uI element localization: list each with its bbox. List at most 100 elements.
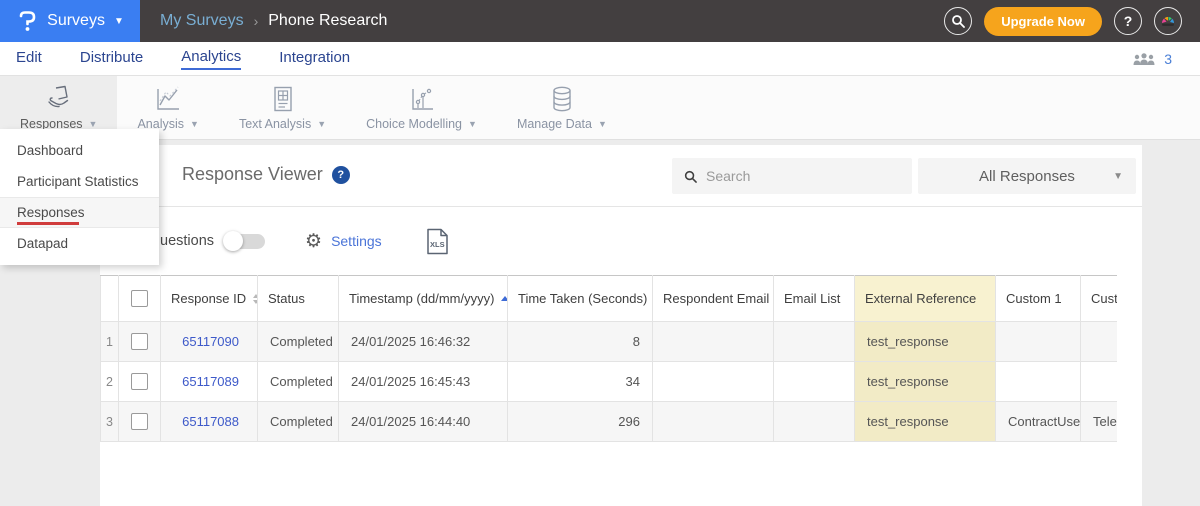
analytics-toolbar: Responses ▼ Analysis ▼ Text Analysis ▼	[0, 76, 1200, 140]
toolbar-item-analysis[interactable]: Analysis ▼	[117, 76, 218, 139]
row-select-cell	[118, 321, 161, 362]
settings-button[interactable]: ⚙ Settings	[305, 232, 382, 251]
upgrade-now-button[interactable]: Upgrade Now	[984, 6, 1102, 36]
header-email-list[interactable]: Email List	[773, 275, 855, 322]
responses-dropdown-menu: Dashboard Participant Statistics Respons…	[0, 129, 159, 265]
search-input[interactable]	[706, 168, 886, 184]
status-cell: Completed	[257, 361, 339, 402]
survey-tab-bar: Edit Distribute Analytics Integration 3	[0, 42, 1200, 76]
header-respondent-email[interactable]: Respondent Email	[652, 275, 774, 322]
row-number: 2	[100, 361, 119, 402]
svg-text:XLS: XLS	[430, 240, 445, 249]
document-grid-icon	[273, 86, 292, 111]
help-button[interactable]: ?	[1114, 7, 1142, 35]
toolbar-item-label: Responses	[20, 116, 83, 131]
account-avatar[interactable]	[1154, 7, 1182, 35]
custom2-cell: Telep	[1080, 401, 1117, 442]
menu-item-participant-statistics[interactable]: Participant Statistics	[17, 174, 139, 189]
header-select-all	[118, 275, 161, 322]
response-id-cell: 65117090	[160, 321, 258, 362]
timestamp-cell: 24/01/2025 16:44:40	[338, 401, 508, 442]
top-bar: Surveys ▼ My Surveys › Phone Research Up…	[0, 0, 1200, 42]
card-header: Response Viewer ? All Responses ▼	[100, 145, 1142, 207]
custom2-cell	[1080, 361, 1117, 402]
row-checkbox[interactable]	[131, 333, 148, 351]
tab-analytics[interactable]: Analytics	[181, 48, 242, 70]
status-cell: Completed	[257, 401, 339, 442]
global-search-button[interactable]	[944, 7, 973, 35]
response-filter-dropdown[interactable]: All Responses ▼	[918, 158, 1136, 194]
response-search-box[interactable]	[672, 158, 912, 194]
search-icon	[684, 170, 697, 183]
response-id-link[interactable]: 65117088	[182, 414, 239, 429]
header-custom-1[interactable]: Custom 1	[995, 275, 1081, 322]
timestamp-cell: 24/01/2025 16:45:43	[338, 361, 508, 402]
select-all-checkbox[interactable]	[131, 290, 148, 308]
title-help-icon[interactable]: ?	[331, 165, 350, 184]
table-row: 1 65117090 Completed 24/01/2025 16:46:32…	[100, 321, 1117, 362]
email-list-cell	[773, 321, 855, 362]
header-time-taken[interactable]: Time Taken (Seconds)	[507, 275, 653, 322]
row-select-cell	[118, 401, 161, 442]
answered-questions-toggle[interactable]	[223, 231, 266, 251]
toolbar-item-label: Text Analysis	[238, 116, 312, 131]
search-icon	[952, 15, 966, 28]
response-id-link[interactable]: 65117090	[182, 334, 239, 349]
response-id-link[interactable]: 65117089	[182, 374, 239, 389]
header-timestamp[interactable]: Timestamp (dd/mm/yyyy)	[338, 275, 508, 322]
respondent-email-cell	[652, 401, 774, 442]
tab-edit[interactable]: Edit	[16, 48, 42, 66]
breadcrumb: My Surveys › Phone Research	[160, 12, 387, 30]
answered-questions-label: uestions	[160, 233, 215, 249]
tab-distribute[interactable]: Distribute	[79, 48, 144, 66]
toolbar-item-manage-data[interactable]: Manage Data ▼	[497, 76, 627, 139]
response-id-cell: 65117089	[160, 361, 258, 402]
collaborators-count: 3	[1164, 51, 1172, 67]
toolbar-item-label: Manage Data	[516, 116, 592, 131]
table-row: 2 65117089 Completed 24/01/2025 16:45:43…	[100, 361, 1117, 402]
gear-icon: ⚙	[305, 230, 323, 252]
people-icon	[1133, 52, 1155, 65]
header-external-reference[interactable]: External Reference	[854, 275, 996, 322]
menu-item-datapad[interactable]: Datapad	[17, 236, 69, 251]
export-xls-button[interactable]: XLS	[426, 228, 449, 255]
time-taken-cell: 296	[507, 401, 653, 442]
email-list-cell	[773, 401, 855, 442]
breadcrumb-my-surveys[interactable]: My Surveys	[160, 12, 244, 29]
time-taken-cell: 8	[507, 321, 653, 362]
time-taken-cell: 34	[507, 361, 653, 402]
custom1-cell	[995, 321, 1081, 362]
chevron-down-icon: ▼	[1113, 170, 1123, 182]
header-status[interactable]: Status	[257, 275, 339, 322]
menu-item-responses[interactable]: Responses	[0, 197, 159, 228]
toolbar-item-choice-modelling[interactable]: Choice Modelling ▼	[346, 76, 497, 139]
chevron-down-icon: ▼	[190, 118, 199, 129]
header-custom-2[interactable]: Custo	[1080, 275, 1117, 322]
sort-asc-icon[interactable]	[501, 296, 507, 301]
toolbar-item-text-analysis[interactable]: Text Analysis ▼	[219, 76, 346, 139]
toggle-knob	[223, 231, 244, 251]
product-name: Surveys	[47, 12, 105, 29]
product-switcher[interactable]: Surveys ▼	[0, 0, 140, 42]
toolbar-item-responses[interactable]: Responses ▼	[0, 76, 118, 139]
chevron-down-icon: ▼	[468, 118, 477, 129]
scatter-chart-icon	[411, 88, 433, 110]
table-header-row: Response ID Status Timestamp (dd/mm/yyyy…	[100, 275, 1117, 322]
chevron-down-icon: ▼	[88, 118, 98, 129]
page-title-row: Response Viewer ?	[182, 164, 350, 185]
responses-table-container: Response ID Status Timestamp (dd/mm/yyyy…	[100, 275, 1117, 442]
collaborators-indicator[interactable]: 3	[1132, 42, 1172, 76]
sort-icon[interactable]	[253, 293, 257, 304]
header-response-id[interactable]: Response ID	[160, 275, 258, 322]
line-chart-icon	[157, 86, 180, 110]
custom2-cell	[1080, 321, 1117, 362]
page-title: Response Viewer	[182, 164, 323, 184]
timestamp-cell: 24/01/2025 16:46:32	[338, 321, 508, 362]
tab-integration[interactable]: Integration	[279, 48, 351, 66]
avatar-gauge-icon	[1162, 16, 1174, 26]
toolbar-item-label: Analysis	[137, 116, 185, 131]
filter-value: All Responses	[979, 167, 1075, 185]
row-checkbox[interactable]	[131, 413, 148, 431]
menu-item-dashboard[interactable]: Dashboard	[17, 143, 84, 158]
row-checkbox[interactable]	[131, 373, 148, 391]
